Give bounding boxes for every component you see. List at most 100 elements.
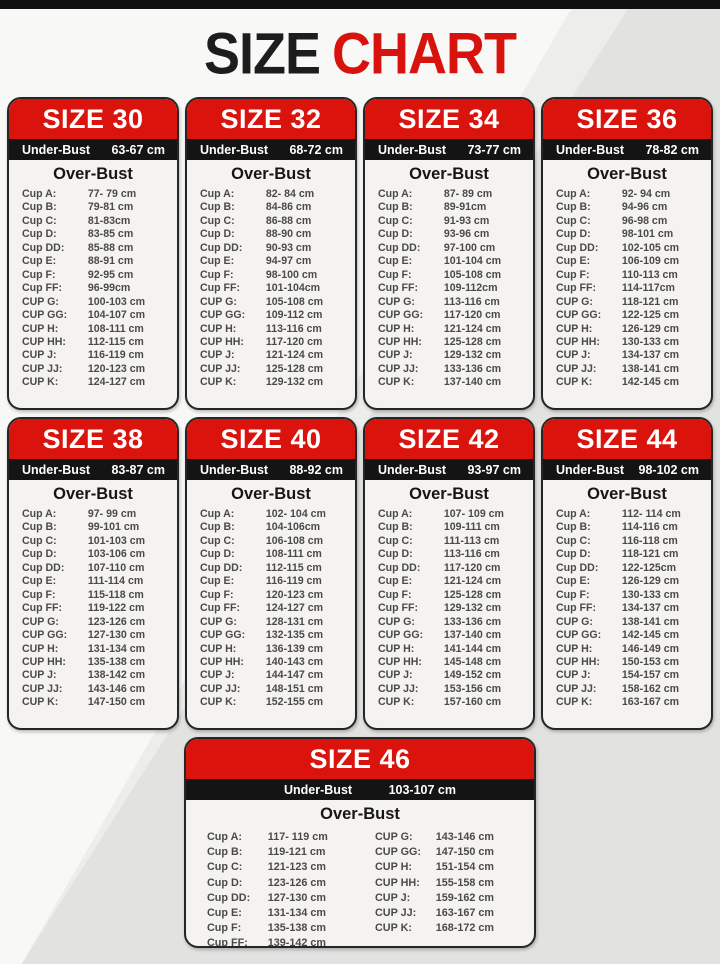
cup-label: CUP J: bbox=[378, 669, 413, 682]
cup-label: Cup B: bbox=[200, 201, 235, 214]
cup-value: 107- 109 cm bbox=[443, 508, 504, 520]
cup-value: 91-93 cm bbox=[443, 214, 490, 227]
measurement-row: Cup F: 105-108 cm bbox=[378, 269, 520, 282]
over-bust-section: Over-Bust Cup A: 77- 79 cm Cup B: 79-81 cm Cu… bbox=[9, 160, 177, 408]
over-bust-section: Over-Bust Cup A: 117- 119 cm Cup B: 119-121 … bbox=[186, 800, 534, 948]
under-bust-value: 98-102 cm bbox=[638, 462, 699, 477]
cup-label: CUP HH: bbox=[200, 335, 244, 348]
cup-value: 79-81 cm bbox=[87, 201, 134, 214]
cup-value: 106-109 cm bbox=[621, 255, 680, 268]
cup-value: 123-126 cm bbox=[267, 876, 327, 889]
measurement-row: CUP GG: 127-130 cm bbox=[22, 629, 164, 642]
cup-label: CUP G: bbox=[378, 615, 415, 628]
cup-label: Cup C: bbox=[378, 534, 413, 547]
measurement-row: Cup F: 130-133 cm bbox=[556, 589, 698, 602]
measurement-row: CUP HH: 135-138 cm bbox=[22, 656, 164, 669]
over-bust-label: Over-Bust bbox=[231, 485, 311, 503]
over-bust-section: Over-Bust Cup A: 92- 94 cm Cup B: 94-96 cm Cu… bbox=[543, 160, 711, 408]
under-bust-bar: Under-Bust 98-102 cm bbox=[543, 459, 711, 480]
cup-label: CUP K: bbox=[556, 696, 593, 709]
measurement-row: Cup B: 119-121 cm bbox=[207, 845, 347, 860]
measurement-row: CUP GG: 104-107 cm bbox=[22, 309, 164, 322]
cup-label: Cup E: bbox=[556, 575, 591, 588]
measurement-row: CUP K: 124-127 cm bbox=[22, 376, 164, 389]
measurement-row: Cup E: 101-104 cm bbox=[378, 255, 520, 268]
cup-label: CUP JJ: bbox=[200, 682, 241, 695]
measurement-row: Cup D: 88-90 cm bbox=[200, 228, 342, 241]
cup-label: CUP GG: bbox=[556, 629, 602, 642]
cup-value: 112-115 cm bbox=[87, 335, 144, 348]
measurement-row: CUP K: 137-140 cm bbox=[378, 376, 520, 389]
measurement-row: CUP HH: 155-158 cm bbox=[375, 876, 515, 891]
under-bust-bar: Under-Bust 63-67 cm bbox=[9, 139, 177, 160]
cup-value: 116-118 cm bbox=[621, 534, 678, 547]
cup-value: 125-128 cm bbox=[443, 588, 502, 601]
measurement-row: Cup A: 102- 104 cm bbox=[200, 508, 342, 521]
cup-label: Cup D: bbox=[200, 548, 235, 561]
measurement-row: CUP H: 108-111 cm bbox=[22, 323, 164, 336]
cup-label: Cup DD: bbox=[22, 561, 65, 574]
measurement-row: Cup B: 99-101 cm bbox=[22, 521, 164, 534]
cup-label: CUP GG: bbox=[200, 309, 246, 322]
cup-label: Cup E: bbox=[22, 255, 57, 268]
page-title: SIZE CHART bbox=[0, 5, 720, 100]
cup-label: CUP HH: bbox=[375, 876, 420, 889]
cup-value: 113-116 cm bbox=[265, 322, 322, 335]
cup-label: CUP H: bbox=[378, 322, 415, 335]
over-bust-label: Over-Bust bbox=[53, 485, 133, 503]
cup-value: 133-136 cm bbox=[443, 615, 502, 628]
measurement-row: CUP G: 143-146 cm bbox=[375, 830, 515, 845]
cup-value: 113-116 cm bbox=[443, 295, 500, 308]
over-bust-section: Over-Bust Cup A: 102- 104 cm Cup B: 104-106c… bbox=[187, 480, 355, 728]
measurement-row: Cup C: 96-98 cm bbox=[556, 215, 698, 228]
cup-value: 101-104cm bbox=[265, 282, 321, 295]
measurement-row: Cup D: 118-121 cm bbox=[556, 548, 698, 561]
cup-value: 81-83cm bbox=[87, 214, 131, 227]
under-bust-label: Under-Bust bbox=[200, 142, 269, 157]
cup-label: Cup FF: bbox=[207, 937, 248, 948]
under-bust-label: Under-Bust bbox=[22, 462, 91, 477]
measurement-row: CUP HH: 130-133 cm bbox=[556, 336, 698, 349]
cup-label: CUP K: bbox=[556, 376, 593, 389]
cup-value: 83-85 cm bbox=[87, 228, 134, 241]
cup-value: 126-129 cm bbox=[621, 322, 680, 335]
cup-value: 135-138 cm bbox=[267, 922, 327, 935]
measurement-row: Cup D: 123-126 cm bbox=[207, 876, 347, 891]
measurement-row: CUP GG: 147-150 cm bbox=[375, 845, 515, 860]
cup-label: Cup A: bbox=[207, 831, 242, 843]
measurement-row: Cup C: 81-83cm bbox=[22, 215, 164, 228]
size-card-title: SIZE 32 bbox=[187, 99, 355, 139]
size-card-title: SIZE 44 bbox=[543, 419, 711, 459]
cup-label: Cup C: bbox=[200, 214, 235, 227]
cup-label: Cup F: bbox=[556, 588, 590, 601]
measurement-row: CUP K: 168-172 cm bbox=[375, 921, 515, 936]
cup-label: CUP J: bbox=[200, 669, 235, 682]
cup-label: CUP H: bbox=[375, 861, 412, 874]
cup-value: 124-127 cm bbox=[87, 376, 146, 389]
cup-value: 144-147 cm bbox=[265, 669, 324, 682]
cup-label: CUP G: bbox=[378, 295, 415, 308]
over-bust-label: Over-Bust bbox=[587, 485, 667, 503]
measurement-row: CUP K: 129-132 cm bbox=[200, 376, 342, 389]
measurement-row: CUP JJ: 143-146 cm bbox=[22, 683, 164, 696]
cup-label: Cup B: bbox=[207, 846, 243, 859]
cup-value: 131-134 cm bbox=[87, 642, 146, 655]
cup-label: CUP JJ: bbox=[378, 362, 419, 375]
cup-label: CUP JJ: bbox=[22, 362, 63, 375]
cup-value: 107-110 cm bbox=[87, 561, 145, 574]
measurement-row: Cup DD: 107-110 cm bbox=[22, 562, 164, 575]
cup-label: CUP JJ: bbox=[378, 682, 419, 695]
cup-label: CUP K: bbox=[200, 696, 237, 709]
measurement-row: Cup DD: 85-88 cm bbox=[22, 242, 164, 255]
under-bust-bar: Under-Bust 83-87 cm bbox=[9, 459, 177, 480]
cup-label: CUP J: bbox=[22, 349, 57, 362]
cup-value: 118-121 cm bbox=[621, 548, 679, 561]
cup-label: Cup F: bbox=[207, 922, 242, 935]
cup-label: CUP JJ: bbox=[22, 682, 63, 695]
measurement-row: CUP H: 131-134 cm bbox=[22, 643, 164, 656]
measurement-row: Cup FF: 119-122 cm bbox=[22, 602, 164, 615]
cup-value: 138-141 cm bbox=[621, 615, 680, 628]
cup-label: CUP HH: bbox=[556, 655, 600, 668]
cup-label: Cup DD: bbox=[207, 891, 251, 904]
cup-value: 127-130 cm bbox=[267, 891, 327, 904]
